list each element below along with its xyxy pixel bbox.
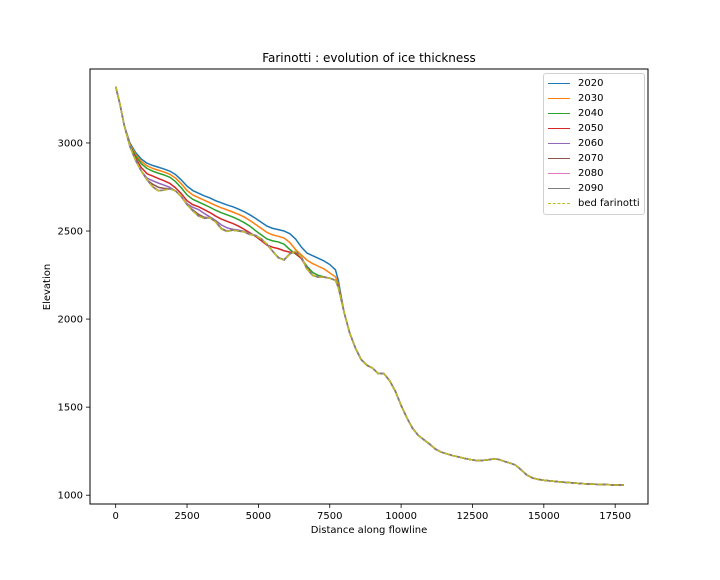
- x-tick-label: 2500: [174, 511, 199, 522]
- legend-entry: 2030: [544, 91, 644, 106]
- legend-entry: 2050: [544, 121, 644, 136]
- legend-label: 2050: [578, 123, 604, 134]
- legend-swatch: [548, 173, 570, 174]
- legend-entry: 2080: [544, 166, 644, 181]
- x-axis-ticks: 0 2500 5000 7500 10000 12500 15000 17500: [113, 504, 631, 522]
- x-tick-label: 7500: [317, 511, 342, 522]
- legend-label: 2080: [578, 168, 604, 179]
- legend-swatch: [548, 203, 570, 204]
- legend-entry: 2090: [544, 181, 644, 196]
- legend-swatch: [548, 188, 570, 189]
- x-tick-label: 17500: [599, 511, 631, 522]
- legend-label: 2040: [578, 108, 604, 119]
- x-tick-label: 0: [113, 511, 119, 522]
- x-tick-label: 10000: [385, 511, 417, 522]
- legend-label: 2020: [578, 78, 604, 89]
- legend-swatch: [548, 98, 570, 99]
- x-tick-label: 15000: [528, 511, 560, 522]
- legend: 2020 2030 2040 2050 2060 2070 2080 2090 bed fari…: [543, 73, 645, 215]
- legend-entry: 2060: [544, 136, 644, 151]
- y-tick-label: 2500: [58, 227, 83, 238]
- y-axis-ticks: 1000 1500 2000 2500 3000: [58, 138, 90, 502]
- series-layer: [114, 86, 624, 486]
- y-tick-label: 3000: [58, 138, 83, 149]
- plot-frame: [89, 68, 649, 505]
- legend-entry: 2070: [544, 151, 644, 166]
- y-tick-label: 2000: [58, 315, 83, 326]
- legend-label: 2090: [578, 183, 604, 194]
- legend-label: 2070: [578, 153, 604, 164]
- x-tick-label: 12500: [457, 511, 489, 522]
- legend-label: 2060: [578, 138, 604, 149]
- legend-swatch: [548, 143, 570, 144]
- x-axis-label: Distance along flowline: [311, 525, 427, 536]
- legend-label: bed farinotti: [578, 198, 640, 209]
- legend-swatch: [548, 83, 570, 84]
- x-tick-label: 5000: [246, 511, 271, 522]
- y-axis-label: Elevation: [42, 264, 53, 310]
- legend-swatch: [548, 158, 570, 159]
- y-tick-label: 1500: [58, 403, 83, 414]
- legend-entry: bed farinotti: [544, 196, 644, 211]
- y-tick-label: 1000: [58, 491, 83, 502]
- chart-title: Farinotti : evolution of ice thickness: [262, 51, 476, 65]
- legend-entry: 2040: [544, 106, 644, 121]
- legend-entry: 2020: [544, 76, 644, 91]
- series-line-bed: [114, 86, 624, 486]
- legend-swatch: [548, 128, 570, 129]
- legend-label: 2030: [578, 93, 604, 104]
- legend-swatch: [548, 113, 570, 114]
